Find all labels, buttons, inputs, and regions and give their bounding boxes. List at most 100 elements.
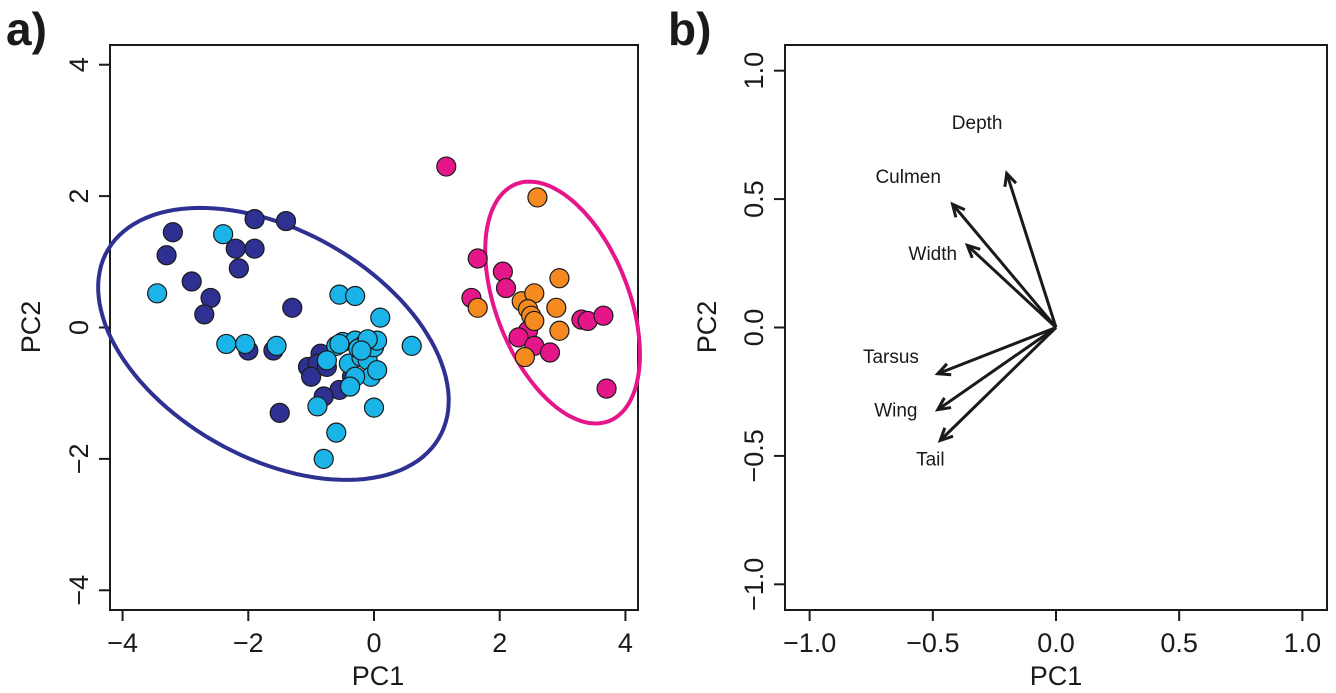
scatter-point bbox=[307, 396, 328, 417]
scatter-point bbox=[301, 366, 322, 387]
panel-b-y-tick-label: 0.0 bbox=[739, 309, 769, 347]
panel-b-label: b) bbox=[668, 3, 711, 55]
vector-label: Width bbox=[909, 244, 958, 265]
scatter-point bbox=[147, 283, 168, 304]
panel-b-x-tick-label: −0.5 bbox=[906, 628, 959, 658]
vector-shaft bbox=[1005, 172, 1058, 328]
panel-a-x-axis: −4 −2 0 2 4 bbox=[107, 610, 633, 658]
vector-arrowhead bbox=[950, 201, 966, 218]
scatter-point bbox=[492, 261, 513, 282]
vector-label: Wing bbox=[874, 401, 917, 422]
scatter-point bbox=[527, 187, 548, 208]
scatter-point bbox=[596, 378, 617, 399]
scatter-point bbox=[370, 307, 391, 328]
loading-vector-wing: Wing bbox=[874, 326, 1057, 422]
panel-a-points bbox=[147, 156, 617, 469]
panel-b-x-axis: −1.0 −0.5 0.0 0.5 1.0 bbox=[783, 610, 1321, 658]
panel-b-y-tick-label: 1.0 bbox=[739, 52, 769, 90]
scatter-point bbox=[340, 376, 361, 397]
scatter-point bbox=[436, 156, 457, 177]
scatter-point bbox=[329, 333, 350, 355]
vector-label: Tarsus bbox=[863, 347, 919, 368]
vector-shaft bbox=[966, 244, 1058, 329]
vector-shaft bbox=[939, 326, 1058, 442]
panel-b-y-axis-title: PC2 bbox=[692, 301, 722, 354]
panel-b-x-tick-label: 0.5 bbox=[1160, 628, 1198, 658]
panel-b-x-tick-label: −1.0 bbox=[783, 628, 836, 658]
scatter-point bbox=[549, 320, 570, 341]
vector-arrowhead bbox=[964, 242, 981, 259]
scatter-point bbox=[235, 333, 256, 355]
vector-label: Tail bbox=[916, 449, 945, 470]
scatter-point bbox=[467, 297, 488, 318]
scatter-point bbox=[467, 248, 488, 269]
panel-b-y-tick-label: −0.5 bbox=[739, 429, 769, 482]
vector-arrowhead bbox=[937, 427, 954, 443]
panel-a-pca-scores: a) −4 −2 0 2 4 −4 −2 0 2 4 PC1 PC2 bbox=[6, 3, 642, 691]
panel-a-ellipses bbox=[96, 179, 642, 482]
panel-a-y-tick-label: −2 bbox=[64, 443, 94, 474]
scatter-point bbox=[363, 397, 385, 418]
vector-arrowhead bbox=[1003, 170, 1018, 187]
panel-b-x-axis-title: PC1 bbox=[1030, 661, 1083, 691]
panel-a-x-tick-label: −2 bbox=[233, 628, 264, 658]
scatter-point bbox=[539, 342, 561, 363]
panel-b-x-tick-label: 0.0 bbox=[1037, 628, 1075, 658]
panel-a-x-tick-label: 2 bbox=[492, 628, 507, 658]
scatter-point bbox=[216, 333, 237, 355]
panel-b-pca-loadings: b) −1.0 −0.5 0.0 0.5 1.0 −1.0 −0.5 0.0 0.5 1.0 P… bbox=[668, 3, 1328, 691]
panel-a-x-tick-label: 0 bbox=[366, 628, 381, 658]
vector-arrowhead bbox=[934, 362, 952, 377]
confidence-ellipse bbox=[483, 179, 642, 426]
scatter-point bbox=[546, 297, 567, 318]
panel-a-x-axis-title: PC1 bbox=[352, 661, 405, 691]
vector-shaft bbox=[936, 326, 1057, 411]
scatter-point bbox=[228, 258, 249, 279]
loading-vector-tail: Tail bbox=[916, 326, 1058, 470]
scatter-point bbox=[316, 350, 337, 371]
scatter-point bbox=[156, 245, 177, 266]
panel-a-y-axis-title: PC2 bbox=[16, 301, 46, 354]
panel-b-x-tick-label: 1.0 bbox=[1284, 628, 1322, 658]
panel-a-y-tick-label: 4 bbox=[64, 57, 94, 72]
scatter-point bbox=[269, 402, 290, 424]
scatter-point bbox=[244, 208, 265, 230]
scatter-point bbox=[514, 346, 535, 368]
vector-shaft bbox=[951, 203, 1058, 329]
scatter-point bbox=[313, 448, 334, 469]
scatter-point bbox=[244, 238, 265, 259]
loading-vector-culmen: Culmen bbox=[875, 167, 1058, 329]
panel-b-y-axis: −1.0 −0.5 0.0 0.5 1.0 bbox=[739, 52, 785, 611]
scatter-point bbox=[401, 335, 422, 356]
scatter-point bbox=[495, 277, 517, 299]
panel-a-y-tick-label: −4 bbox=[64, 575, 94, 606]
scatter-point bbox=[213, 224, 234, 245]
scatter-point bbox=[593, 305, 614, 326]
panel-b-vectors: Depth Culmen Width Tarsus Wing Tail bbox=[863, 113, 1058, 470]
scatter-point bbox=[194, 304, 215, 325]
scatter-point bbox=[181, 271, 202, 292]
confidence-ellipse bbox=[96, 205, 451, 482]
scatter-point bbox=[162, 222, 183, 243]
panel-a-label: a) bbox=[6, 3, 47, 55]
vector-label: Depth bbox=[952, 113, 1003, 134]
panel-a-y-tick-label: 2 bbox=[64, 189, 94, 204]
scatter-point bbox=[367, 360, 388, 381]
scatter-point bbox=[508, 327, 529, 348]
panel-b-y-tick-label: 0.5 bbox=[739, 180, 769, 218]
scatter-point bbox=[345, 285, 366, 307]
loading-vector-tarsus: Tarsus bbox=[863, 326, 1057, 377]
scatter-point bbox=[549, 268, 570, 289]
scatter-point bbox=[282, 297, 303, 318]
panel-a-y-tick-label: 0 bbox=[64, 320, 94, 335]
loading-vector-width: Width bbox=[909, 242, 1058, 329]
panel-a-y-axis: −4 −2 0 2 4 bbox=[64, 57, 110, 606]
panel-a-x-tick-label: −4 bbox=[107, 628, 138, 658]
loading-vector-depth: Depth bbox=[952, 113, 1058, 328]
scatter-point bbox=[326, 422, 347, 443]
panel-b-y-tick-label: −1.0 bbox=[739, 558, 769, 611]
scatter-point bbox=[524, 310, 545, 332]
vector-shaft bbox=[937, 326, 1057, 376]
vector-arrowhead bbox=[934, 397, 952, 412]
